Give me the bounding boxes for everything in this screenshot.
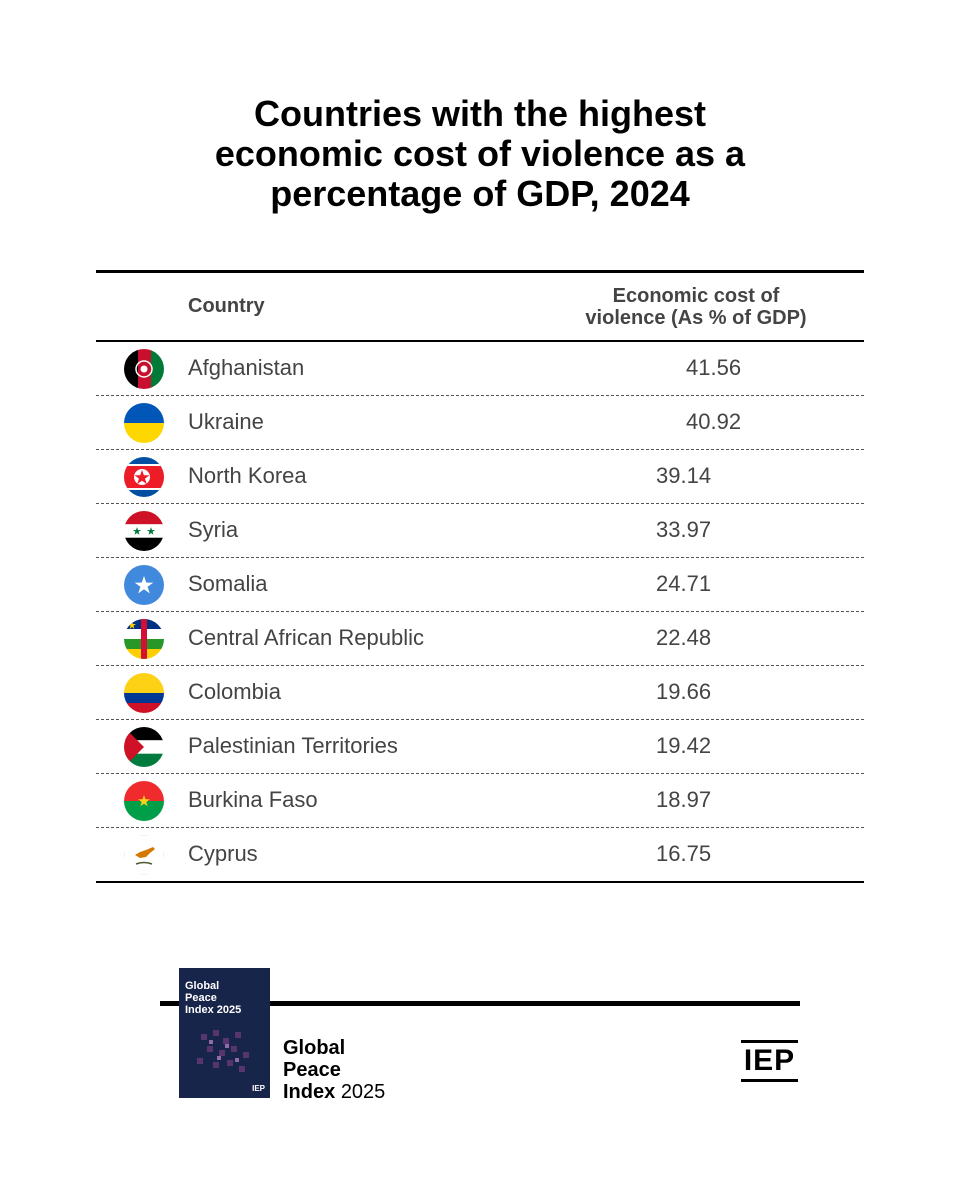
table-row: Afghanistan 41.56 [96, 342, 864, 396]
cost-value: 24.71 [656, 571, 712, 596]
value-column-header-line-2: violence (As % of GDP) [585, 307, 807, 329]
central-african-republic-flag-icon [124, 619, 164, 659]
table-row: Cyprus 16.75 [96, 828, 864, 881]
cost-value: 41.56 [686, 355, 742, 380]
title-line-1: Countries with the highest [253, 93, 706, 134]
country-name: Colombia [188, 679, 281, 704]
title-line-3: percentage of GDP, 2024 [270, 173, 690, 214]
cover-logo: IEP [252, 1084, 265, 1093]
country-name: Central African Republic [188, 625, 425, 650]
footer-rule [160, 1001, 800, 1006]
table-row: North Korea 39.14 [96, 450, 864, 504]
table-row: Ukraine 40.92 [96, 396, 864, 450]
north-korea-flag-icon [124, 457, 164, 497]
afghanistan-flag-icon [124, 349, 164, 389]
cost-value: 33.97 [656, 517, 712, 542]
report-name: Global Peace Index 2025 [283, 1037, 385, 1103]
country-column-header: Country [188, 295, 265, 317]
country-name: Cyprus [188, 841, 258, 866]
cover-title-line-2: Peace [185, 992, 217, 1004]
cost-value: 39.14 [656, 463, 712, 488]
cost-value: 19.66 [656, 679, 712, 704]
data-table: Country Economic cost of violence (As % … [96, 270, 864, 883]
table-row: Colombia 19.66 [96, 666, 864, 720]
table-header: Country Economic cost of violence (As % … [96, 273, 864, 342]
cover-artwork [179, 968, 270, 1098]
cover-title-line-1: Global [185, 980, 220, 992]
chart-title: Countries with the highest economic cost… [0, 94, 960, 214]
country-name: Syria [188, 517, 239, 542]
title-line-2: economic cost of violence as a [214, 133, 746, 174]
cover-title: Global Peace Index 2025 [185, 980, 241, 1016]
cost-value: 19.42 [656, 733, 712, 758]
iep-logo: IEP [741, 1040, 798, 1082]
syria-flag-icon [124, 511, 164, 551]
report-name-index: Index [283, 1081, 336, 1103]
report-name-line-3: Index 2025 [283, 1081, 385, 1103]
table-row: Central African Republic 22.48 [96, 612, 864, 666]
table-row: Syria 33.97 [96, 504, 864, 558]
table-body: Afghanistan 41.56 Ukraine 40.92 North Korea 3… [96, 342, 864, 881]
cover-title-line-3: Index 2025 [185, 1004, 242, 1016]
country-name: Afghanistan [188, 355, 305, 380]
cost-value: 40.92 [686, 409, 742, 434]
country-name: Somalia [188, 571, 268, 596]
somalia-flag-icon [124, 565, 164, 605]
country-name: Palestinian Territories [188, 733, 398, 758]
country-name: Burkina Faso [188, 787, 318, 812]
table-row: Palestinian Territories 19.42 [96, 720, 864, 774]
country-name: North Korea [188, 463, 307, 488]
palestine-flag-icon [124, 727, 164, 767]
cost-value: 16.75 [656, 841, 712, 866]
table-row: Somalia 24.71 [96, 558, 864, 612]
value-column-header-line-1: Economic cost of [612, 285, 780, 307]
country-name: Ukraine [188, 409, 264, 434]
cyprus-flag-icon [124, 835, 164, 875]
cost-value: 18.97 [656, 787, 712, 812]
colombia-flag-icon [124, 673, 164, 713]
cost-value: 22.48 [656, 625, 712, 650]
report-name-line-2: Peace [283, 1059, 341, 1081]
ukraine-flag-icon [124, 403, 164, 443]
report-name-line-1: Global [283, 1037, 346, 1059]
report-cover-image: Global Peace Index 2025 IEP [179, 968, 270, 1098]
table-row: Burkina Faso 18.97 [96, 774, 864, 828]
report-year: 2025 [340, 1081, 386, 1103]
burkina-faso-flag-icon [124, 781, 164, 821]
value-column-header: Economic cost of violence (As % of GDP) [556, 285, 836, 329]
